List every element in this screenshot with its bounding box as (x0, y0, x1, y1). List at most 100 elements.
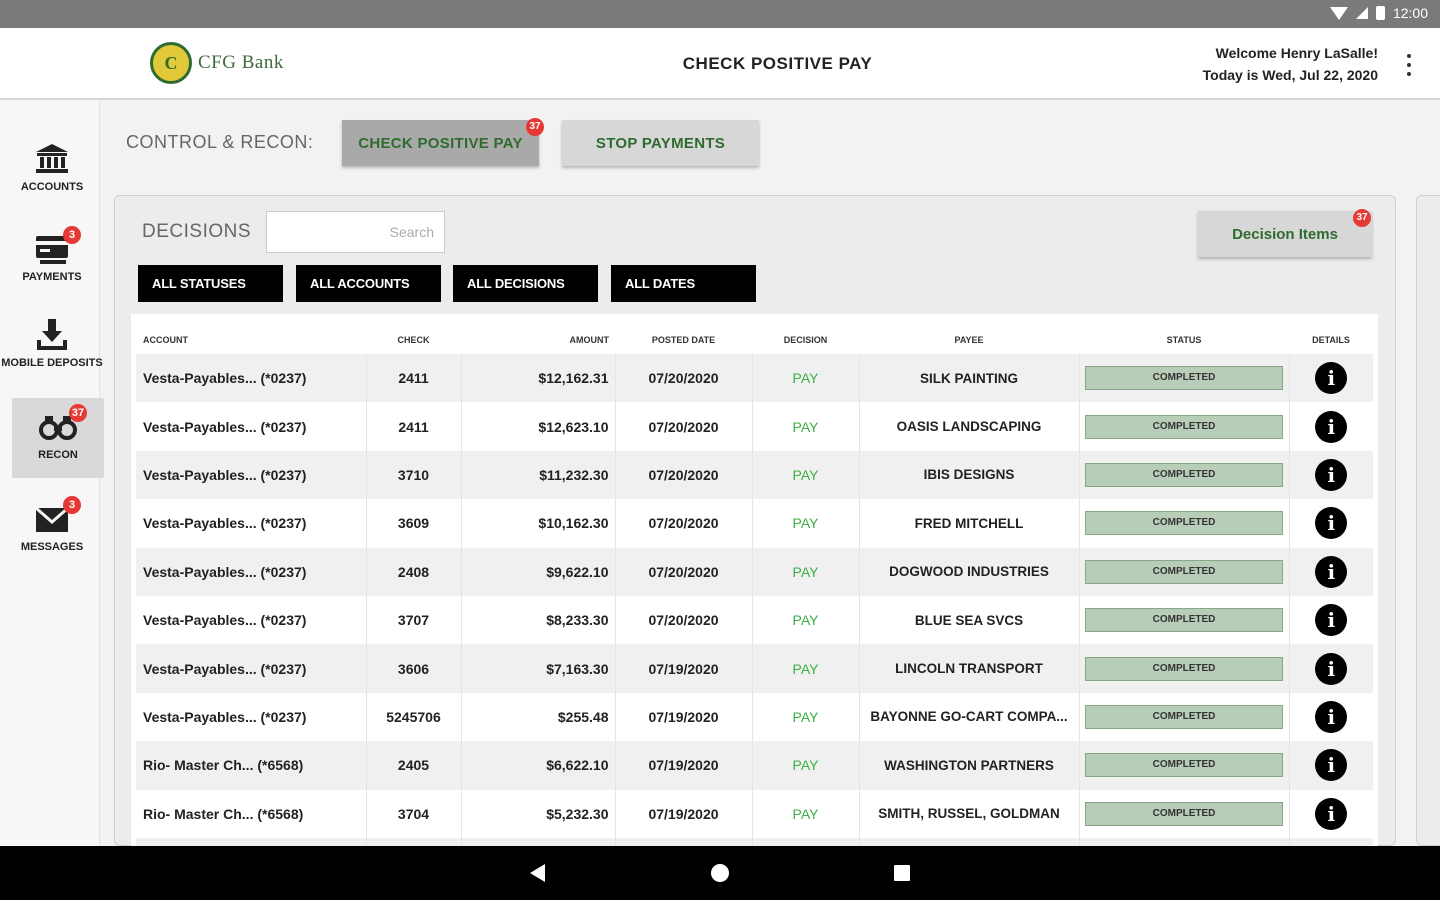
decisions-table-container[interactable]: ACCOUNT CHECK AMOUNT POSTED DATE DECISIO… (131, 314, 1378, 846)
cell-decision: PAY (752, 450, 860, 500)
filter-all-statuses[interactable]: ALL STATUSES (138, 265, 283, 302)
search-input[interactable] (266, 211, 445, 253)
cell-details: i (1289, 450, 1373, 500)
sidebar-item-label: MOBILE DEPOSITS (1, 357, 103, 369)
cell-check: 2408 (366, 547, 462, 596)
check-positive-pay-button[interactable]: CHECK POSITIVE PAY (342, 120, 539, 166)
status-badge: COMPLETED (1085, 608, 1283, 633)
cell-details: i (1289, 692, 1373, 742)
recent-apps-icon[interactable] (894, 865, 910, 881)
table-row[interactable]: Vesta-Payables... (*0237) 3710 $11,232.3… (136, 450, 1373, 500)
status-badge: COMPLETED (1085, 656, 1283, 681)
app-header: C CFG Bank CHECK POSITIVE PAY Welcome He… (0, 28, 1440, 100)
cell-check (366, 837, 462, 846)
table-row[interactable]: Vesta-Payables... (*0237) 2411 $12,623.1… (136, 402, 1373, 451)
column-header-status[interactable]: STATUS (1166, 335, 1202, 345)
cell-amount: $12,162.31 (461, 354, 616, 403)
status-badge: COMPLETED (1085, 414, 1283, 439)
sidebar-item-label: ACCOUNTS (20, 181, 84, 193)
info-icon[interactable]: i (1315, 507, 1348, 540)
cell-decision: PAY (752, 499, 860, 548)
date-text: Today is Wed, Jul 22, 2020 (1202, 67, 1378, 83)
info-icon[interactable]: i (1315, 700, 1348, 733)
filter-all-dates[interactable]: ALL DATES (611, 265, 756, 302)
binoculars-icon: 37 (39, 404, 87, 444)
cell-decision: PAY (752, 402, 860, 451)
home-icon[interactable] (711, 864, 729, 882)
cell-payee: BAYONNE GO-CART COMPA... (859, 692, 1080, 742)
sidebar-item-payments[interactable]: 3 PAYMENTS (0, 226, 104, 285)
column-header-check[interactable]: CHECK (397, 335, 430, 345)
info-icon[interactable]: i (1315, 458, 1348, 491)
cell-status: COMPLETED (1079, 741, 1290, 790)
table-row[interactable]: Vesta-Payables... (*0237) 5245706 $255.4… (136, 692, 1373, 742)
decision-items-label: Decision Items (1232, 225, 1338, 243)
cell-check: 3704 (366, 789, 462, 838)
stop-payments-button[interactable]: STOP PAYMENTS (562, 120, 759, 166)
table-row[interactable]: Vesta-Payables... (*0237) 3707 $8,233.30… (136, 595, 1373, 645)
bank-icon (33, 142, 71, 176)
column-header-amount[interactable]: AMOUNT (569, 335, 610, 345)
info-icon[interactable]: i (1315, 749, 1348, 782)
logo-text: CFG Bank (198, 52, 284, 73)
battery-icon (1375, 6, 1385, 20)
cell-decision (752, 837, 860, 846)
cell-amount (461, 837, 616, 846)
table-header-row: ACCOUNT CHECK AMOUNT POSTED DATE DECISIO… (136, 314, 1373, 354)
cell-status (1079, 837, 1290, 846)
info-icon[interactable]: i (1315, 604, 1348, 637)
cell-check: 3606 (366, 644, 462, 693)
table-row[interactable]: Rio- Master Ch... (*6568) 3704 $5,232.30… (136, 789, 1373, 838)
table-row[interactable]: Rio- Master Ch... (*6568) 2405 $6,622.10… (136, 741, 1373, 790)
cell-posted-date (615, 837, 753, 846)
messages-badge: 3 (63, 496, 81, 514)
sidebar-item-accounts[interactable]: ACCOUNTS (0, 142, 104, 195)
info-icon[interactable]: i (1315, 362, 1348, 395)
info-icon[interactable]: i (1315, 652, 1348, 685)
column-header-posted-date[interactable]: POSTED DATE (651, 335, 716, 345)
column-header-decision[interactable]: DECISION (783, 335, 828, 345)
table-row[interactable]: Vesta-Payables... (*0237) 3606 $7,163.30… (136, 644, 1373, 693)
table-row[interactable]: Vesta-Payables... (*0237) 2411 $12,162.3… (136, 354, 1373, 403)
status-badge: COMPLETED (1085, 753, 1283, 778)
sidebar-item-mobile-deposits[interactable]: MOBILE DEPOSITS (0, 318, 104, 371)
bank-logo[interactable]: C CFG Bank (150, 42, 284, 84)
column-header-account[interactable]: ACCOUNT (143, 335, 188, 345)
column-header-payee[interactable]: PAYEE (954, 335, 984, 345)
control-recon-label: CONTROL & RECON: (126, 132, 314, 152)
decisions-table: ACCOUNT CHECK AMOUNT POSTED DATE DECISIO… (136, 314, 1373, 846)
sidebar-item-recon[interactable]: 37 RECON (12, 398, 104, 478)
info-icon[interactable]: i (1315, 410, 1348, 443)
filter-all-accounts[interactable]: ALL ACCOUNTS (296, 265, 441, 302)
table-row[interactable]: Vesta-Payables... (*0237) 2408 $9,622.10… (136, 547, 1373, 596)
decision-items-button[interactable]: Decision Items (1198, 211, 1372, 257)
cell-amount: $255.48 (461, 692, 616, 742)
overflow-menu-icon[interactable] (1400, 54, 1418, 76)
secondary-card (1416, 195, 1440, 846)
table-row[interactable] (136, 837, 1373, 846)
cell-posted-date: 07/20/2020 (615, 450, 753, 500)
cell-payee: LINCOLN TRANSPORT (859, 644, 1080, 693)
cell-status: COMPLETED (1079, 547, 1290, 596)
info-icon[interactable]: i (1315, 555, 1348, 588)
cell-posted-date: 07/19/2020 (615, 644, 753, 693)
cell-decision: PAY (752, 354, 860, 403)
cell-details: i (1289, 595, 1373, 645)
filter-all-decisions[interactable]: ALL DECISIONS (453, 265, 598, 302)
clock: 12:00 (1392, 5, 1428, 21)
cell-account: Vesta-Payables... (*0237) (136, 499, 367, 548)
info-icon[interactable]: i (1315, 797, 1348, 830)
cell-details: i (1289, 741, 1373, 790)
status-badge: COMPLETED (1085, 462, 1283, 487)
cell-posted-date: 07/19/2020 (615, 789, 753, 838)
back-icon[interactable] (530, 864, 545, 882)
status-badge: COMPLETED (1085, 511, 1283, 536)
status-badge: COMPLETED (1085, 559, 1283, 584)
column-header-details[interactable]: DETAILS (1312, 335, 1350, 345)
table-row[interactable]: Vesta-Payables... (*0237) 3609 $10,162.3… (136, 499, 1373, 548)
cell-check: 3710 (366, 450, 462, 500)
cell-check: 3707 (366, 595, 462, 645)
signal-icon (1355, 7, 1368, 19)
sidebar-item-messages[interactable]: 3 MESSAGES (0, 496, 104, 555)
cell-check: 2411 (366, 402, 462, 451)
